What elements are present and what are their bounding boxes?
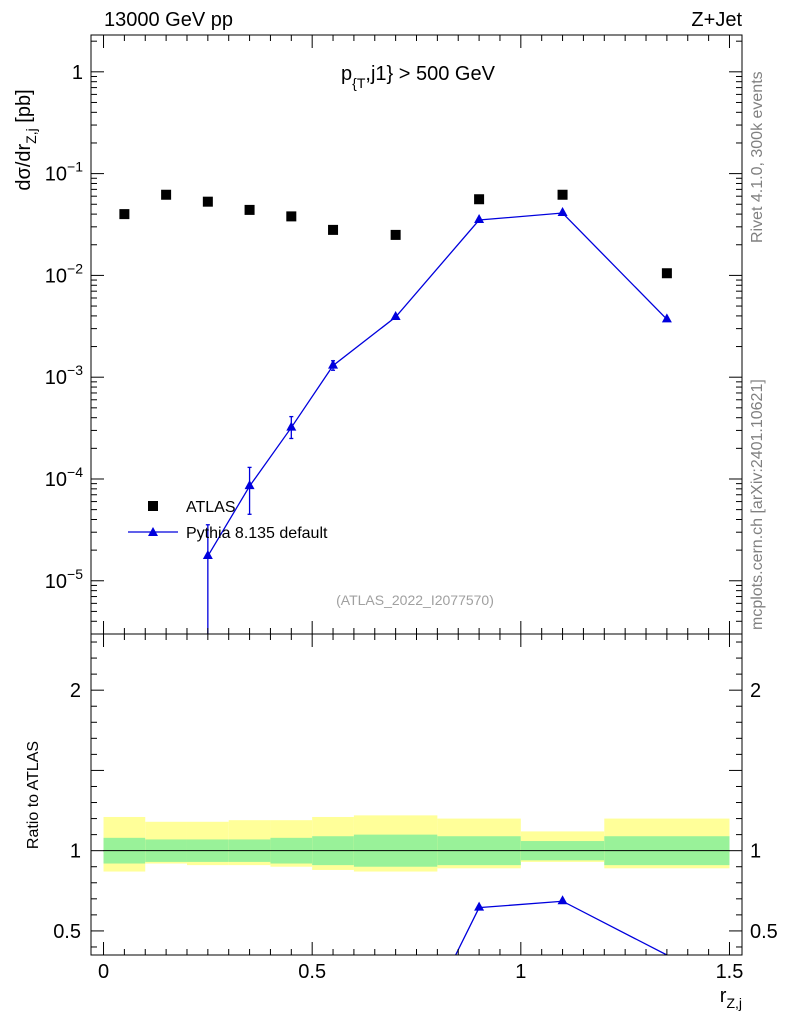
x-axis-label: rZ,j [720,985,742,1011]
ratio-pythia-group [454,895,668,955]
ratio-ylabel: Ratio to ATLAS [25,741,42,849]
atlas-marker [557,189,568,200]
atlas-marker [244,204,255,215]
ratio-y-tick-label: 0.5 [53,921,81,943]
mcplots-label: mcplots.cern.ch [arXiv:2401.10621] [749,379,766,630]
main-y-tick-label: 10−3 [45,362,83,389]
ratio-pythia-marker [474,901,485,911]
main-panel: p{T,j1} > 500 GeV (ATLAS_2022_I2077570) … [45,34,743,635]
main-y-tick-label: 10−4 [45,464,83,491]
legend-pythia-marker [148,527,158,536]
main-frame [90,34,743,635]
atlas-marker [202,196,213,207]
pythia-line [207,212,668,557]
x-tick-label: 1 [515,961,526,983]
legend-atlas-label: ATLAS [186,499,236,516]
main-ylabel: dσ/drZ,j [pb] [13,89,39,190]
ratio-pythia-line [454,900,668,955]
legend: ATLAS Pythia 8.135 default [128,499,328,542]
header-left: 13000 GeV pp [104,9,233,31]
rivet-label: Rivet 4.1.0, 300k events [749,71,766,243]
pythia-marker [474,214,485,224]
main-data [119,189,672,634]
ratio-y-tick-label: 1 [70,841,81,863]
pythia-marker [202,550,213,560]
atlas-marker [119,209,130,220]
ratio-bands [103,815,730,872]
legend-atlas-marker [148,501,158,511]
ratio-pythia-marker [557,895,568,905]
atlas-marker [161,189,172,200]
x-tick-label: 1.5 [716,961,744,983]
pythia-marker [286,421,297,431]
atlas-marker [328,224,339,235]
header-right: Z+Jet [691,9,742,31]
atlas-marker [286,211,297,222]
ratio-panel: 0 0.5 1 1.5 0.5 0.5 1 1 2 2 [53,633,778,983]
ratio-frame [90,633,743,956]
x-tick-label: 0.5 [298,961,326,983]
ratio-y-tick-label-right: 2 [750,680,761,702]
pythia-marker [328,359,339,369]
atlas-marker [661,268,672,279]
ratio-y-tick-label-right: 0.5 [750,921,778,943]
main-y-tick-label: 1 [72,62,83,84]
atlas-marker [474,194,485,205]
ratio-y-tick-label-right: 1 [750,841,761,863]
pythia-marker [557,207,568,217]
ratio-y-tick-label: 2 [70,680,81,702]
x-tick-label: 0 [98,961,109,983]
pythia-marker [390,311,401,321]
main-y-tick-label: 10−1 [45,159,83,186]
chart-title: p{T,j1} > 500 GeV [341,63,496,91]
pythia-marker [661,313,672,323]
main-y-tick-label: 10−2 [45,260,83,287]
main-y-tick-label: 10−5 [45,566,83,593]
atlas-marker [390,229,401,240]
pythia-marker [244,480,255,490]
legend-pythia-label: Pythia 8.135 default [186,525,328,542]
analysis-label: (ATLAS_2022_I2077570) [336,592,494,608]
